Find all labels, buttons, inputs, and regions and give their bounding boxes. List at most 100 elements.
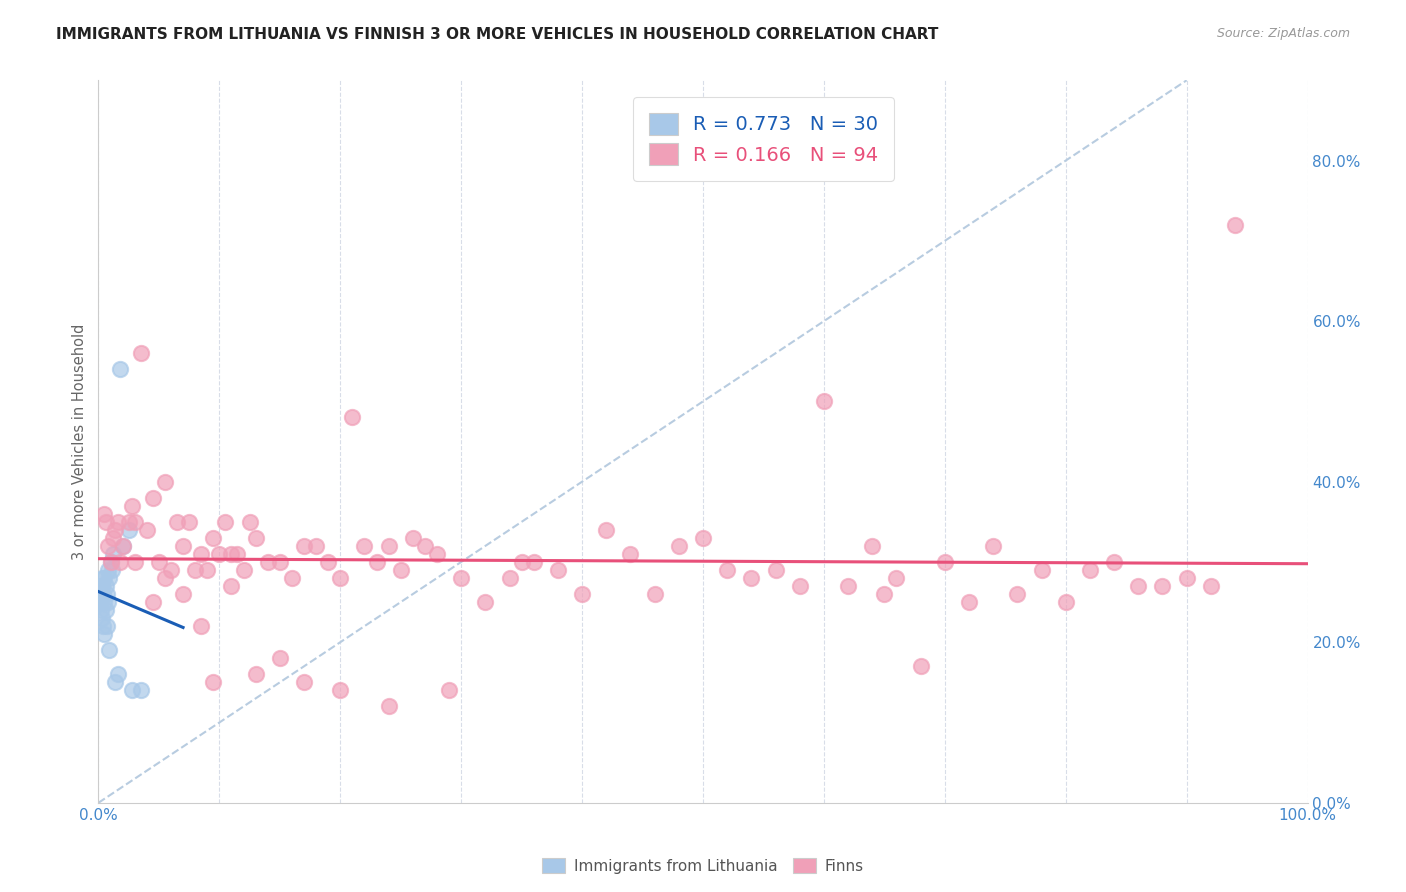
Point [981,539,1004,553]
Point [195,563,218,577]
Point [957,595,980,609]
Point [498,571,520,585]
Point [98,643,121,657]
Point [1128,579,1150,593]
Point [104,523,127,537]
Point [910,659,932,673]
Point [208,547,231,561]
Point [232,563,254,577]
Legend: Immigrants from Lithuania, Finns: Immigrants from Lithuania, Finns [536,852,870,880]
Point [190,619,212,633]
Point [89,579,111,593]
Point [142,595,165,609]
Point [1199,579,1222,593]
Point [202,675,225,690]
Point [100,555,122,569]
Point [93,507,115,521]
Point [97,539,120,553]
Point [221,579,243,593]
Point [329,683,352,698]
Point [108,555,131,569]
Point [510,555,533,569]
Point [160,563,183,577]
Point [100,563,122,577]
Point [91,619,114,633]
Point [90,603,112,617]
Point [668,539,690,553]
Point [305,539,328,553]
Point [124,515,146,529]
Point [837,579,859,593]
Y-axis label: 3 or more Vehicles in Household: 3 or more Vehicles in Household [72,324,87,559]
Point [1031,563,1053,577]
Point [716,563,738,577]
Point [377,699,399,714]
Point [292,675,315,690]
Text: Source: ZipAtlas.com: Source: ZipAtlas.com [1216,27,1350,40]
Point [94,579,117,593]
Point [256,555,278,569]
Point [644,587,666,601]
Point [135,523,157,537]
Point [124,555,146,569]
Point [101,547,124,561]
Point [93,627,115,641]
Point [269,651,291,665]
Point [214,515,236,529]
Point [789,579,811,593]
Point [571,587,593,601]
Point [426,547,449,561]
Point [97,563,120,577]
Point [118,523,141,537]
Point [221,547,243,561]
Point [353,539,375,553]
Point [107,515,129,529]
Point [740,571,762,585]
Point [547,563,569,577]
Point [96,587,118,601]
Point [377,539,399,553]
Point [93,595,115,609]
Point [190,547,212,561]
Point [595,523,617,537]
Point [121,683,143,698]
Point [91,611,114,625]
Legend: R = 0.773   N = 30, R = 0.166   N = 94: R = 0.773 N = 30, R = 0.166 N = 94 [633,97,894,181]
Point [389,563,412,577]
Point [89,595,111,609]
Point [97,595,120,609]
Point [153,475,176,489]
Point [90,587,112,601]
Point [316,555,339,569]
Point [121,499,143,513]
Point [93,571,115,585]
Point [474,595,496,609]
Point [100,555,122,569]
Point [153,571,176,585]
Point [107,667,129,681]
Point [172,587,194,601]
Point [523,555,546,569]
Point [402,531,425,545]
Point [226,547,249,561]
Point [413,539,436,553]
Point [94,515,117,529]
Point [813,394,835,409]
Point [129,346,152,360]
Point [108,362,131,376]
Point [886,571,908,585]
Point [179,515,201,529]
Point [1054,595,1077,609]
Point [765,563,787,577]
Point [1223,218,1246,232]
Point [91,587,114,601]
Point [292,539,315,553]
Point [281,571,304,585]
Point [934,555,956,569]
Point [202,531,225,545]
Point [129,683,152,698]
Point [1152,579,1174,593]
Point [111,539,134,553]
Point [172,539,194,553]
Point [239,515,262,529]
